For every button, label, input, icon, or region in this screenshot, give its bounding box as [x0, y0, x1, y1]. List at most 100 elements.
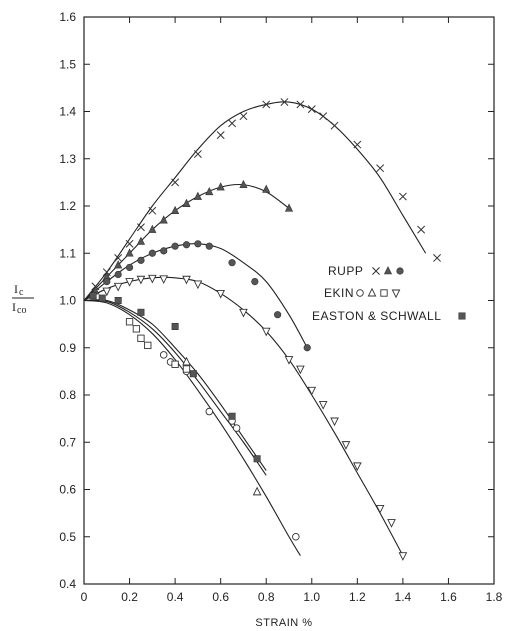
- data-point-filled-circle: [160, 247, 168, 255]
- data-point-open-inverted-triangle: [193, 280, 203, 290]
- y-tick-label: 0.5: [59, 530, 76, 544]
- data-point-open-inverted-triangle: [239, 308, 248, 318]
- data-point-open-inverted-triangle: [148, 274, 157, 284]
- data-point-open-triangle: [252, 486, 262, 496]
- y-label-denominator: Ico: [12, 300, 26, 316]
- data-point-open-triangle: [182, 356, 191, 366]
- data-point-open-inverted-triangle: [182, 275, 191, 285]
- legend-label-ekin: EKIN: [324, 286, 354, 300]
- legend-entry-ekin: EKIN: [324, 286, 354, 300]
- data-point-filled-circle: [182, 241, 191, 249]
- data-point-filled-triangle: [148, 224, 157, 233]
- data-point-filled-triangle: [171, 205, 180, 215]
- y-tick-label: 1.0: [59, 294, 76, 308]
- data-point-x: [330, 121, 339, 130]
- data-point-open-inverted-triangle: [216, 289, 225, 299]
- data-point-filled-square: [189, 370, 197, 378]
- data-point-filled-circle: [103, 278, 111, 286]
- data-point-open-circle: [232, 424, 241, 432]
- y-tick-label: 0.4: [59, 577, 76, 591]
- data-point-filled-square: [89, 292, 97, 300]
- data-point-x: [216, 131, 225, 140]
- data-point-x: [398, 192, 407, 201]
- fit-curve-1: [83, 101, 427, 301]
- legend-marker-filled-triangle: [383, 266, 393, 275]
- data-point-open-circle: [159, 351, 168, 359]
- data-point-filled-triangle: [239, 179, 248, 189]
- legend-label-rupp: RUPP: [328, 264, 363, 278]
- data-point-filled-circle: [125, 263, 134, 272]
- data-point-filled-square: [253, 455, 261, 463]
- x-tick-label: 1.6: [440, 590, 457, 604]
- legend-marker-filled-square: [458, 312, 466, 320]
- y-axis-label: Ic Ico: [12, 282, 34, 316]
- y-tick-label: 1.5: [59, 57, 76, 71]
- x-tick-label: 0.4: [167, 590, 184, 604]
- data-point-x: [262, 100, 271, 109]
- data-point-filled-square: [228, 412, 236, 420]
- data-point-x: [239, 112, 248, 121]
- y-tick-label: 1.4: [59, 105, 76, 119]
- data-point-filled-triangle: [216, 182, 225, 191]
- x-tick-label: 1.2: [349, 590, 366, 604]
- data-point-open-circle: [205, 407, 214, 416]
- data-point-filled-triangle: [114, 260, 123, 269]
- data-point-filled-triangle: [193, 191, 202, 200]
- legend-label-easton-schwall: EASTON & SCHWALL: [312, 309, 441, 323]
- data-point-open-inverted-triangle: [387, 519, 396, 528]
- x-axis-label: STRAIN %: [255, 617, 312, 629]
- data-point-open-inverted-triangle: [296, 365, 305, 375]
- y-tick-label: 0.8: [59, 388, 76, 402]
- y-tick-label: 1.2: [59, 199, 76, 213]
- y-tick-label: 0.6: [59, 483, 76, 497]
- data-point-filled-circle: [171, 242, 179, 250]
- y-label-numerator: Ic: [14, 282, 24, 298]
- data-point-open-inverted-triangle: [102, 287, 112, 297]
- x-tick-label: 0: [81, 590, 88, 604]
- data-point-open-inverted-triangle: [113, 282, 123, 292]
- fit-curve-6: [83, 299, 267, 476]
- x-tick-label: 1.4: [395, 590, 412, 604]
- x-tick-label: 1.0: [303, 590, 320, 604]
- data-point-filled-triangle: [182, 198, 191, 207]
- data-point-filled-circle: [114, 270, 122, 279]
- data-point-x: [353, 140, 362, 149]
- data-point-open-square: [171, 360, 179, 368]
- data-point-x: [319, 112, 328, 121]
- tick-labels: 0 0.2 0.4 0.6 0.8 1.0 1.2 1.4 1.6 1.8 0.4 0.5 0.6 0.7…: [59, 10, 502, 604]
- data-point-x: [148, 206, 157, 215]
- data-point-open-inverted-triangle: [284, 356, 294, 365]
- y-tick-label: 1.6: [59, 10, 76, 24]
- data-point-open-square: [132, 325, 141, 333]
- tick-marks: [83, 16, 495, 585]
- data-point-open-inverted-triangle: [353, 462, 362, 472]
- y-tick-label: 0.9: [59, 341, 76, 355]
- data-point-filled-circle: [274, 311, 282, 319]
- data-markers: [89, 98, 442, 561]
- data-point-filled-triangle: [284, 203, 294, 212]
- data-point-open-square: [182, 365, 191, 373]
- legend-markers: [356, 266, 466, 320]
- data-point-filled-square: [114, 296, 122, 304]
- data-point-filled-circle: [137, 256, 145, 264]
- data-point-x: [307, 105, 316, 114]
- data-point-filled-circle: [205, 242, 213, 250]
- data-point-filled-circle: [194, 240, 202, 248]
- legend-entry-rupp: RUPP: [328, 264, 363, 278]
- legend-marker-open-square: [380, 289, 388, 297]
- fit-curve-7: [83, 299, 301, 556]
- y-tick-label: 1.3: [59, 152, 76, 166]
- data-point-filled-triangle: [136, 236, 146, 245]
- legend-marker-x: [372, 267, 380, 275]
- legend-marker-open-circle: [356, 289, 364, 297]
- legend-marker-open-triangle: [367, 287, 377, 297]
- y-tick-label: 1.1: [59, 246, 76, 260]
- data-point-filled-circle: [148, 249, 156, 257]
- data-point-x: [171, 178, 180, 187]
- data-point-open-inverted-triangle: [318, 401, 328, 410]
- x-tick-label: 1.8: [486, 590, 503, 604]
- x-tick-label: 0.8: [258, 590, 275, 604]
- data-point-open-inverted-triangle: [136, 275, 146, 285]
- data-point-filled-triangle: [205, 186, 214, 196]
